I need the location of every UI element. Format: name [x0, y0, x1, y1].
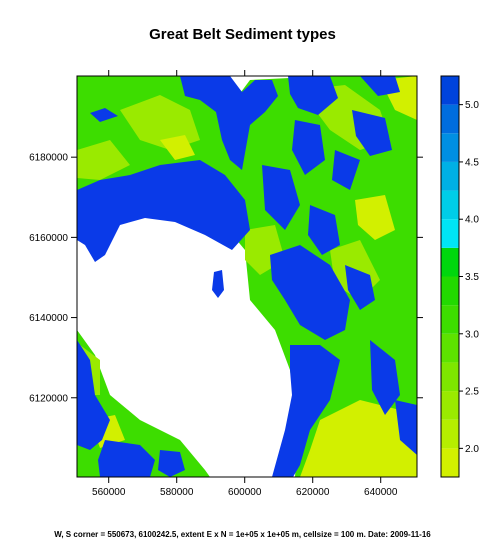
colorbar-band — [441, 133, 459, 162]
y-tick-label: 6140000 — [29, 313, 68, 324]
y-tick-label: 6160000 — [29, 233, 68, 244]
colorbar-tick-label: 4.5 — [465, 157, 479, 168]
y-tick-label: 6120000 — [29, 393, 68, 404]
colorbar-band — [441, 190, 459, 220]
colorbar-band — [441, 276, 459, 306]
y-tick-label: 6180000 — [29, 153, 68, 164]
colorbar-band — [441, 362, 459, 392]
x-tick-label: 560000 — [92, 487, 126, 498]
sediment-blue-layer — [77, 76, 417, 477]
colorbar-band — [441, 219, 459, 248]
colorbar — [441, 76, 459, 477]
colorbar-tick-label: 3.5 — [465, 272, 479, 283]
colorbar-band — [441, 161, 459, 191]
y-axis: 6120000 6140000 6160000 6180000 — [29, 153, 423, 404]
colorbar-band — [441, 305, 459, 334]
colorbar-axis: 2.0 2.5 3.0 3.5 4.0 4.5 5.0 — [459, 100, 479, 455]
colorbar-tick-label: 5.0 — [465, 100, 479, 111]
x-tick-label: 640000 — [364, 487, 398, 498]
sediment-raster — [77, 76, 417, 477]
colorbar-band — [441, 419, 459, 449]
plot-frame — [76, 75, 418, 478]
x-tick-label: 620000 — [296, 487, 330, 498]
colorbar-tick-label: 2.5 — [465, 387, 479, 398]
colorbar-band — [441, 247, 459, 277]
x-axis: 560000 580000 600000 620000 640000 — [92, 70, 398, 498]
colorbar-tick-label: 3.0 — [465, 329, 479, 340]
colorbar-band — [441, 448, 459, 477]
colorbar-tick-label: 2.0 — [465, 444, 479, 455]
map-caption: W, S corner = 550673, 6100242.5, extent … — [54, 530, 431, 539]
colorbar-band — [441, 104, 459, 134]
colorbar-tick-label: 4.0 — [465, 215, 479, 226]
colorbar-band — [441, 76, 459, 105]
x-tick-label: 600000 — [228, 487, 262, 498]
colorbar-band — [441, 333, 459, 363]
x-tick-label: 580000 — [160, 487, 194, 498]
colorbar-band — [441, 391, 459, 420]
map-title: Great Belt Sediment types — [149, 26, 336, 43]
